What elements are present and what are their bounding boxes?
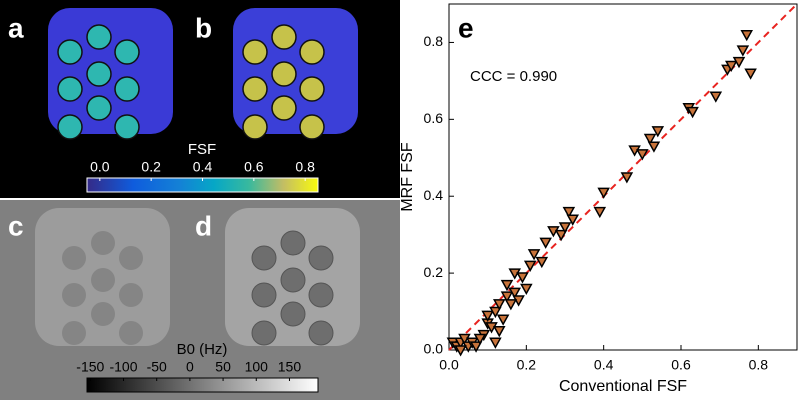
panel-label: c [8, 210, 24, 241]
colorbar-tick-label: 0 [186, 359, 194, 375]
point [636, 149, 649, 161]
point [496, 314, 510, 326]
point [558, 222, 572, 234]
y-tick-label: 0.8 [424, 33, 444, 49]
panel-label: e [458, 12, 474, 43]
point [651, 126, 665, 138]
point [492, 299, 506, 311]
x-tick-label: 0.6 [671, 357, 691, 373]
point [740, 30, 754, 42]
colorbar-tick-label: 0.4 [193, 159, 213, 175]
point [732, 56, 746, 69]
x-tick-label: 0.2 [517, 357, 537, 373]
point [481, 310, 494, 322]
panel-label: d [195, 210, 212, 241]
y-tick-label: 0.2 [424, 264, 444, 280]
point [473, 333, 487, 346]
point [709, 91, 723, 103]
y-axis-title: MRF FSF [399, 142, 416, 212]
point [489, 306, 502, 319]
point [539, 237, 552, 249]
b0-map-d [225, 208, 360, 346]
point [492, 326, 506, 338]
panel-label: b [195, 12, 212, 43]
colorbar-label: B0 (Hz) [177, 341, 228, 358]
b0-map-c [35, 208, 170, 346]
point [744, 68, 757, 80]
x-tick-label: 0.8 [749, 357, 769, 373]
point [643, 133, 657, 146]
point [523, 260, 537, 272]
x-axis-title: Conventional FSF [559, 378, 687, 395]
colorbar-tick-label: 0.0 [90, 159, 110, 175]
point [647, 141, 661, 153]
point [593, 206, 607, 219]
x-tick-label: 0.4 [594, 357, 614, 373]
panel-label: a [8, 12, 24, 43]
annotation: CCC = 0.990 [470, 68, 557, 85]
colorbar-tick-label: 100 [245, 359, 269, 375]
point [736, 45, 750, 57]
colorbar-label: FSF [188, 141, 216, 158]
point [527, 249, 541, 261]
point [454, 345, 467, 357]
fsf-map-b [233, 8, 358, 140]
point [566, 214, 580, 226]
colorbar-tick-label: -100 [109, 359, 137, 375]
colorbar-tick-label: 150 [278, 359, 302, 375]
point [469, 341, 483, 353]
point [724, 60, 738, 73]
y-tick-label: 0.6 [424, 110, 444, 126]
point [597, 187, 610, 199]
point [686, 106, 699, 119]
point [554, 229, 568, 242]
fsf-map-a [48, 8, 173, 140]
x-tick-label: 0.0 [439, 357, 459, 373]
colorbar-tick-label: -150 [76, 359, 104, 375]
point [504, 299, 518, 311]
y-tick-label: 0.0 [424, 341, 444, 357]
colorbar-tick-label: -50 [147, 359, 167, 375]
point [508, 287, 522, 299]
colorbar-tick-label: 0.2 [141, 159, 161, 175]
point [500, 279, 514, 292]
colorbar-tick-label: 50 [215, 359, 231, 375]
point [500, 291, 514, 303]
point [489, 337, 502, 349]
b0-colorbar [86, 377, 319, 393]
colorbar-tick-label: 0.6 [244, 159, 264, 175]
point [520, 283, 533, 296]
point [516, 272, 529, 284]
y-tick-label: 0.4 [424, 187, 444, 203]
colorbar-tick-label: 0.8 [295, 159, 315, 175]
point [535, 256, 549, 269]
point [620, 172, 634, 184]
point [562, 206, 576, 219]
